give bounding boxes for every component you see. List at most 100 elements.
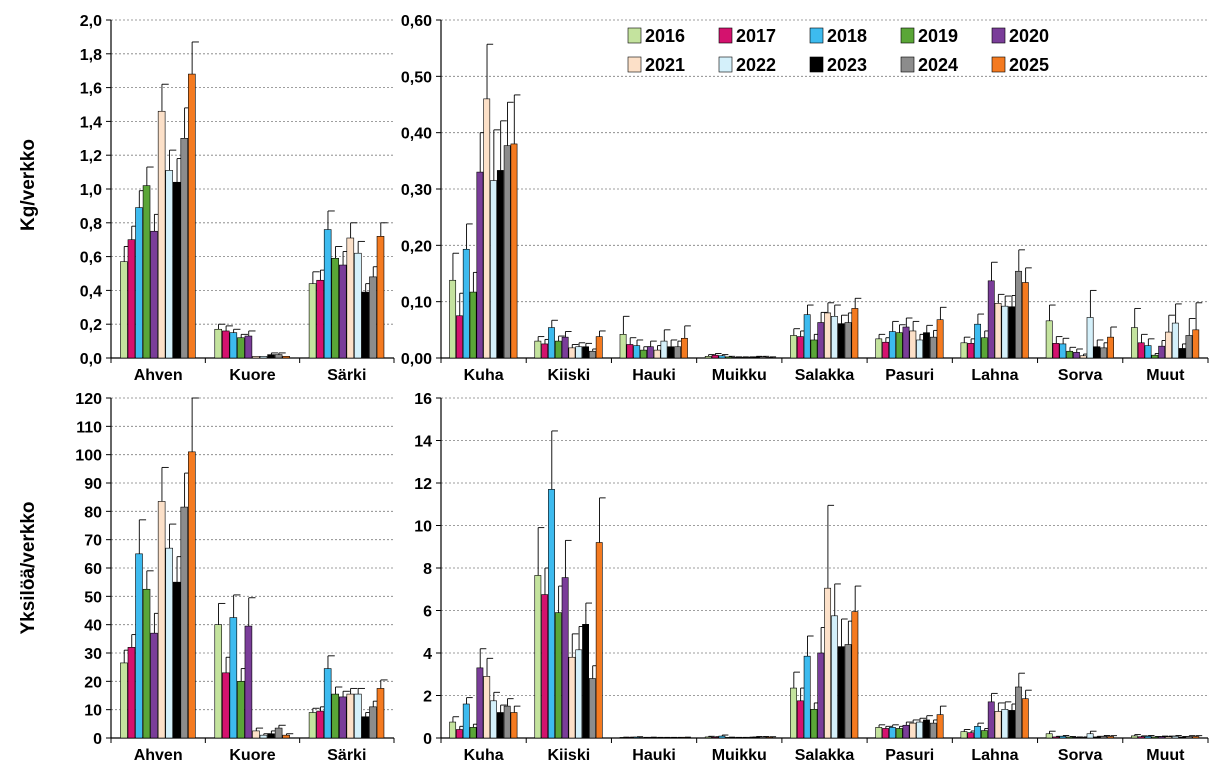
bar-2018	[718, 735, 726, 739]
bar-2018	[718, 355, 726, 359]
x-tick-label: Lahna	[971, 367, 1018, 384]
bar-2023	[1008, 710, 1016, 739]
chart-panel-kg_main: 0,0 0,2 0,4 0,6 0,8 1,0 1,2 1,4 1,6 1,8 2,0 Ahven Ku…	[80, 13, 395, 384]
bar-2023	[172, 181, 181, 359]
bar-2019	[1066, 736, 1074, 739]
legend-swatch-2022	[718, 56, 733, 73]
bar-2024	[1185, 335, 1193, 359]
bar-2021	[483, 676, 491, 739]
bar-2020	[987, 280, 995, 359]
y-tick-label: 30	[84, 646, 102, 663]
bar-2023	[1093, 736, 1101, 739]
y-tick-label: 10	[84, 703, 102, 720]
bar-2017	[541, 594, 549, 739]
bar-2021	[1165, 331, 1172, 359]
bar-2019	[331, 693, 339, 739]
bar-2021	[994, 303, 1002, 359]
bar-2018	[323, 668, 332, 739]
bar-2022	[1171, 322, 1179, 359]
bar-2021	[738, 357, 746, 359]
bar-2024	[844, 644, 852, 739]
bar-2022	[831, 316, 838, 359]
bar-2020	[902, 724, 910, 739]
y-tick-label: 10	[414, 519, 432, 536]
bar-2020	[476, 667, 484, 739]
bar-2018	[1059, 343, 1067, 359]
y-tick-label: 0,0	[80, 351, 102, 368]
bar-2017	[316, 279, 324, 359]
legend-label-2020: 2020	[1009, 26, 1049, 46]
legend-swatch-2017	[718, 27, 733, 44]
bar-2024	[1015, 686, 1022, 739]
chart-panel-kg_other: 0,00 0,10 0,20 0,30 0,40 0,50 0,60 Kuha Kiiski Ha…	[401, 13, 1209, 384]
bar-2023	[582, 624, 589, 739]
bar-2018	[548, 489, 555, 739]
bar-2023	[923, 719, 930, 739]
bar-2019	[981, 730, 988, 739]
y-tick-label: 80	[84, 504, 102, 521]
legend-swatch-2024	[900, 56, 915, 73]
x-tick-label: Pasuri	[885, 747, 934, 764]
bar-2022	[660, 340, 668, 359]
y-tick-label: 20	[84, 674, 102, 691]
y-tick-label: 0,20	[401, 238, 432, 255]
bar-2021	[252, 730, 260, 739]
bar-2022	[745, 357, 753, 359]
x-tick-label: Särki	[327, 367, 366, 384]
bar-2018	[1059, 735, 1067, 739]
bar-2022	[1001, 305, 1009, 359]
x-tick-label: Kiiski	[547, 367, 590, 384]
bar-2018	[974, 323, 982, 359]
bar-2019	[725, 356, 733, 359]
bar-2022	[916, 721, 924, 739]
bar-2025	[282, 734, 290, 739]
bar-2017	[316, 710, 324, 739]
bar-2023	[496, 170, 504, 359]
bar-2025	[766, 736, 774, 739]
bar-2021	[909, 722, 917, 739]
bar-2025	[1021, 698, 1029, 739]
bar-2021	[824, 587, 832, 739]
bar-2016	[1045, 320, 1053, 359]
x-tick-label: Lahna	[971, 747, 1018, 764]
bar-2025	[1021, 282, 1029, 359]
bar-2021	[909, 330, 917, 359]
bar-2020	[902, 326, 910, 359]
y-tick-label: 50	[84, 589, 102, 606]
bar-2016	[960, 342, 968, 359]
bar-2019	[142, 588, 151, 739]
legend-swatch-2021	[627, 56, 642, 73]
bar-2025	[510, 712, 518, 739]
bar-2024	[759, 736, 767, 739]
bar-2018	[633, 736, 641, 739]
bar-2020	[646, 346, 654, 359]
bar-2018	[888, 727, 896, 739]
bar-2017	[1137, 736, 1145, 739]
bar-2017	[222, 330, 230, 359]
bar-2018	[548, 327, 555, 359]
y-tick-label: 0,2	[80, 317, 102, 334]
bar-2022	[831, 615, 838, 739]
bar-2022	[490, 700, 497, 739]
y-tick-label: 0	[93, 731, 102, 748]
bar-2019	[895, 728, 903, 739]
bar-2021	[252, 356, 260, 359]
x-tick-label: Muikku	[712, 747, 767, 764]
bar-2016	[875, 727, 883, 739]
bar-2023	[667, 346, 675, 359]
y-tick-label: 0,40	[401, 126, 432, 143]
bar-2018	[633, 345, 641, 359]
legend-label-2023: 2023	[827, 55, 867, 75]
bar-2017	[222, 672, 230, 739]
bar-2018	[803, 314, 811, 359]
bar-2016	[534, 340, 542, 359]
bar-2023	[923, 332, 930, 359]
bar-2020	[244, 625, 253, 739]
y-axis-label-count: Yksilöä/verkko	[18, 501, 39, 634]
bar-2025	[1192, 736, 1200, 739]
bar-2024	[503, 145, 511, 359]
bar-2023	[361, 716, 370, 739]
bar-2023	[1178, 736, 1186, 739]
bar-2020	[817, 322, 825, 359]
